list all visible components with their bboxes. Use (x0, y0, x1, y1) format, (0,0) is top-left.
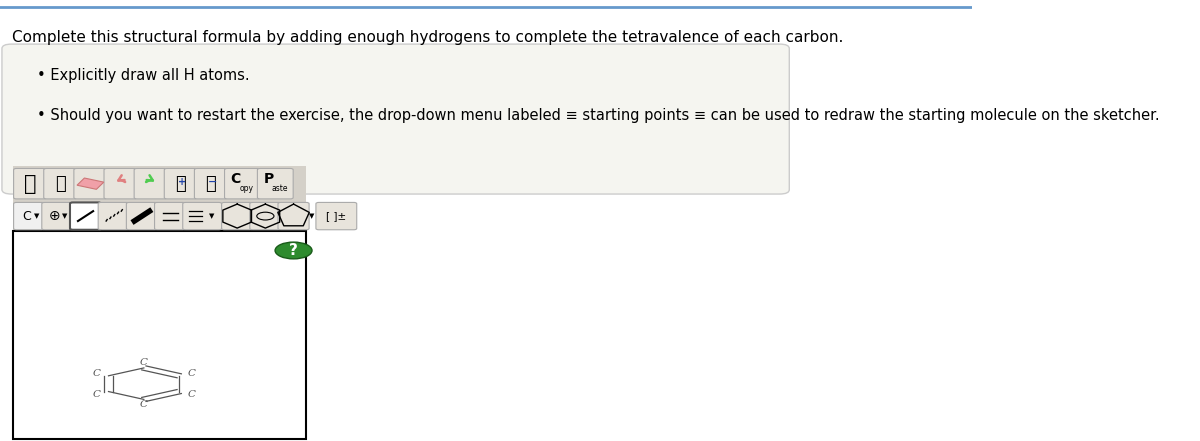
FancyBboxPatch shape (13, 202, 44, 230)
Text: −: − (208, 177, 217, 187)
Text: ?: ? (289, 243, 298, 258)
FancyBboxPatch shape (134, 168, 167, 199)
Text: C: C (140, 400, 148, 409)
Text: P: P (263, 172, 274, 186)
Text: ▼: ▼ (34, 213, 38, 219)
FancyBboxPatch shape (224, 168, 260, 199)
Bar (13, 166, 306, 201)
Text: 🖐: 🖐 (24, 174, 36, 194)
Text: 🔍: 🔍 (175, 175, 186, 193)
Text: aste: aste (271, 184, 288, 193)
Text: C: C (187, 390, 196, 399)
Text: C: C (187, 369, 196, 377)
FancyBboxPatch shape (74, 168, 107, 199)
Bar (13, 231, 306, 439)
FancyBboxPatch shape (222, 202, 253, 230)
Text: ▼: ▼ (310, 213, 314, 219)
FancyBboxPatch shape (194, 168, 228, 199)
FancyBboxPatch shape (104, 168, 137, 199)
Text: ▼: ▼ (61, 213, 67, 219)
FancyBboxPatch shape (278, 202, 310, 230)
FancyBboxPatch shape (42, 202, 73, 230)
Text: C: C (230, 172, 241, 186)
FancyBboxPatch shape (13, 168, 47, 199)
FancyBboxPatch shape (164, 168, 197, 199)
Text: Complete this structural formula by adding enough hydrogens to complete the tetr: Complete this structural formula by addi… (12, 30, 844, 45)
Polygon shape (77, 178, 103, 189)
FancyBboxPatch shape (250, 202, 281, 230)
Text: C: C (140, 358, 148, 367)
FancyBboxPatch shape (316, 202, 356, 230)
FancyBboxPatch shape (98, 202, 130, 230)
Text: opy: opy (240, 184, 254, 193)
FancyBboxPatch shape (43, 168, 77, 199)
Text: ⊕: ⊕ (48, 209, 60, 223)
FancyBboxPatch shape (257, 168, 293, 199)
Text: C: C (92, 390, 100, 399)
Text: C: C (92, 369, 100, 377)
Text: • Explicitly draw all H atoms.: • Explicitly draw all H atoms. (37, 68, 250, 83)
Text: [ ]±: [ ]± (326, 211, 347, 221)
FancyBboxPatch shape (155, 202, 186, 230)
Text: 🧴: 🧴 (55, 175, 66, 193)
FancyBboxPatch shape (2, 44, 790, 194)
Bar (13, 201, 306, 231)
FancyBboxPatch shape (182, 202, 222, 230)
FancyBboxPatch shape (126, 202, 157, 230)
Text: 🔍: 🔍 (205, 175, 216, 193)
Circle shape (275, 242, 312, 259)
Text: +: + (178, 177, 186, 187)
Text: ▼: ▼ (209, 213, 215, 219)
FancyBboxPatch shape (70, 202, 101, 230)
Text: C: C (22, 209, 30, 223)
Text: • Should you want to restart the exercise, the drop-down menu labeled ≡ starting: • Should you want to restart the exercis… (37, 108, 1159, 123)
